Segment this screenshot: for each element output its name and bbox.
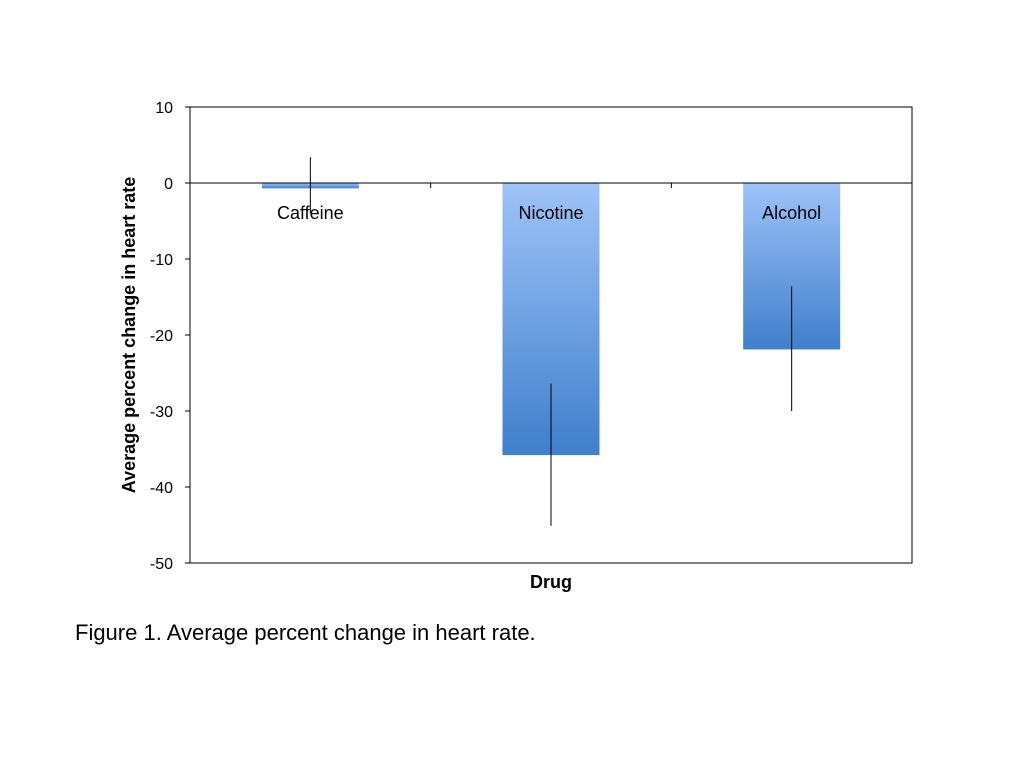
figure-caption: Figure 1. Average percent change in hear… <box>75 620 536 645</box>
y-tick-label: -20 <box>150 328 173 345</box>
y-tick-label: -40 <box>150 480 173 497</box>
y-axis-title: Average percent change in heart rate <box>119 177 139 493</box>
y-tick-label: -30 <box>150 404 173 421</box>
y-tick-label: -10 <box>150 252 173 269</box>
y-tick-label: 10 <box>155 100 173 117</box>
category-label-caffeine: Caffeine <box>277 203 344 223</box>
y-tick-label: -50 <box>150 556 173 573</box>
x-axis-title: Drug <box>530 572 572 592</box>
y-tick-label: 0 <box>164 176 173 193</box>
category-label-nicotine: Nicotine <box>518 203 583 223</box>
category-label-alcohol: Alcohol <box>762 203 821 223</box>
